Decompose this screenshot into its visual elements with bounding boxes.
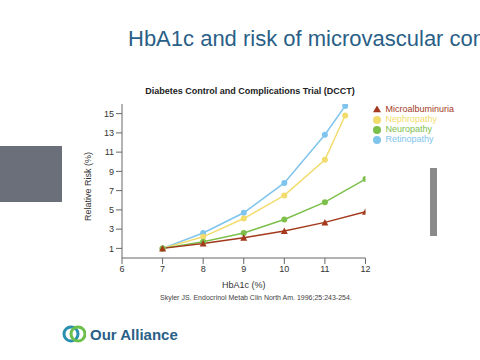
svg-text:Relative Risk (%): Relative Risk (%): [83, 152, 93, 221]
svg-text:3: 3: [109, 224, 114, 234]
svg-text:HbA1c (%): HbA1c (%): [222, 280, 266, 290]
svg-text:9: 9: [109, 167, 114, 177]
svg-text:7: 7: [160, 264, 165, 274]
html-text:Skyler JS. Endocrinol Metab Cl: Skyler JS. Endocrinol Metab Clin North A…: [160, 294, 352, 301]
html-text:Diabetes Control and Complicat: Diabetes Control and Complications Trial…: [145, 86, 355, 96]
svg-text:7: 7: [109, 186, 114, 196]
html-text:Neuropathy: Neuropathy: [385, 124, 432, 134]
svg-text:5: 5: [109, 205, 114, 215]
svg-text:9: 9: [241, 264, 246, 274]
svg-text:12: 12: [360, 264, 370, 274]
svg-text:10: 10: [279, 264, 289, 274]
svg-text:11: 11: [320, 264, 329, 274]
html-text:Our Alliance: Our Alliance: [90, 325, 178, 343]
svg-text:6: 6: [119, 264, 124, 274]
html-text:Nephropathy: Nephropathy: [385, 114, 437, 124]
svg-text:1: 1: [109, 244, 114, 254]
svg-text:11: 11: [105, 147, 114, 157]
svg-text:13: 13: [104, 128, 114, 138]
html-text:Retinopathy: Retinopathy: [385, 134, 434, 144]
svg-text:15: 15: [104, 109, 114, 119]
html-text:Microalbuminuria: Microalbuminuria: [385, 104, 454, 114]
svg-text:8: 8: [201, 264, 206, 274]
